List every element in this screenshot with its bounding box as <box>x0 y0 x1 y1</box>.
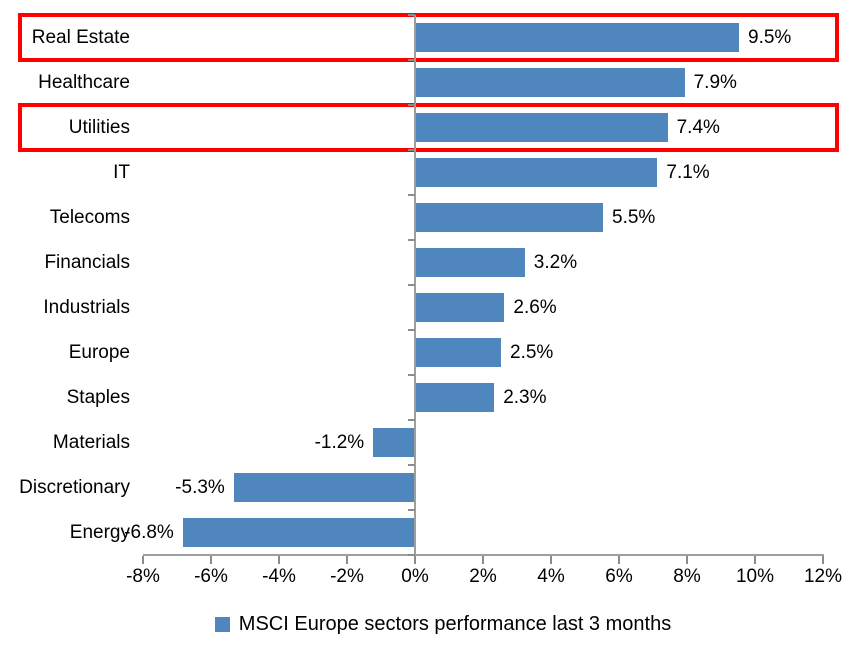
x-tick-label: 8% <box>673 566 701 587</box>
performance-bar <box>182 518 414 547</box>
value-label: 9.5% <box>748 27 792 48</box>
x-tick <box>550 556 552 564</box>
value-label: 5.5% <box>612 207 656 228</box>
x-tick <box>618 556 620 564</box>
y-tick <box>408 509 415 511</box>
category-label: Real Estate <box>31 27 130 48</box>
category-label: Energy <box>69 522 130 543</box>
legend-label: MSCI Europe sectors performance last 3 m… <box>238 612 672 635</box>
x-tick-label: 2% <box>469 566 497 587</box>
performance-bar <box>233 473 414 502</box>
performance-bar <box>416 338 501 367</box>
x-tick <box>482 556 484 564</box>
category-label: Europe <box>68 342 130 363</box>
y-tick <box>408 104 415 106</box>
x-tick <box>142 556 144 564</box>
category-label: Healthcare <box>38 72 130 93</box>
x-tick <box>346 556 348 564</box>
value-label: -6.8% <box>124 522 174 543</box>
y-tick <box>408 149 415 151</box>
x-tick <box>686 556 688 564</box>
x-tick-label: -2% <box>330 566 364 587</box>
x-tick <box>754 556 756 564</box>
highlight-box <box>18 13 839 62</box>
value-label: -5.3% <box>175 477 225 498</box>
y-tick <box>408 464 415 466</box>
x-tick-label: 12% <box>803 566 843 587</box>
category-label: Industrials <box>43 297 130 318</box>
value-label: 7.1% <box>666 162 710 183</box>
x-tick-label: 6% <box>605 566 633 587</box>
x-tick-label: 10% <box>735 566 775 587</box>
performance-bar <box>416 158 658 187</box>
performance-bar <box>416 68 685 97</box>
category-label: Discretionary <box>19 477 130 498</box>
performance-bar <box>416 293 505 322</box>
y-tick <box>408 194 415 196</box>
y-tick <box>408 554 415 556</box>
y-tick <box>408 14 415 16</box>
y-tick <box>408 59 415 61</box>
performance-bar <box>416 203 603 232</box>
value-label: 7.4% <box>676 117 720 138</box>
value-label: -1.2% <box>314 432 365 453</box>
x-tick-label: -6% <box>194 566 228 587</box>
value-label: 2.3% <box>503 387 547 408</box>
x-tick-label: -8% <box>126 566 160 587</box>
performance-bar <box>416 23 739 52</box>
y-tick <box>408 239 415 241</box>
y-axis-line <box>414 15 416 556</box>
x-tick-label: -4% <box>262 566 296 587</box>
category-label: IT <box>113 162 130 183</box>
performance-bar <box>416 113 668 142</box>
y-tick <box>408 329 415 331</box>
x-tick-label: 4% <box>537 566 565 587</box>
category-label: Telecoms <box>49 207 130 228</box>
category-label: Utilities <box>68 117 130 138</box>
highlight-box <box>18 103 839 152</box>
category-label: Staples <box>66 387 130 408</box>
x-tick <box>414 556 416 564</box>
performance-bar <box>373 428 414 457</box>
value-label: 7.9% <box>693 72 737 93</box>
value-label: 2.6% <box>513 297 557 318</box>
category-label: Financials <box>44 252 130 273</box>
y-tick <box>408 374 415 376</box>
legend: MSCI Europe sectors performance last 3 m… <box>17 608 852 640</box>
x-tick <box>822 556 824 564</box>
x-tick <box>278 556 280 564</box>
x-axis-line <box>143 554 824 556</box>
y-tick <box>408 419 415 421</box>
performance-bar <box>416 248 525 277</box>
x-tick <box>210 556 212 564</box>
y-tick <box>408 284 415 286</box>
value-label: 3.2% <box>533 252 578 273</box>
legend-marker-icon <box>214 616 230 632</box>
value-label: 2.5% <box>510 342 554 363</box>
performance-bar <box>416 383 495 412</box>
x-tick-label: 0% <box>401 566 429 587</box>
category-label: Materials <box>52 432 130 453</box>
